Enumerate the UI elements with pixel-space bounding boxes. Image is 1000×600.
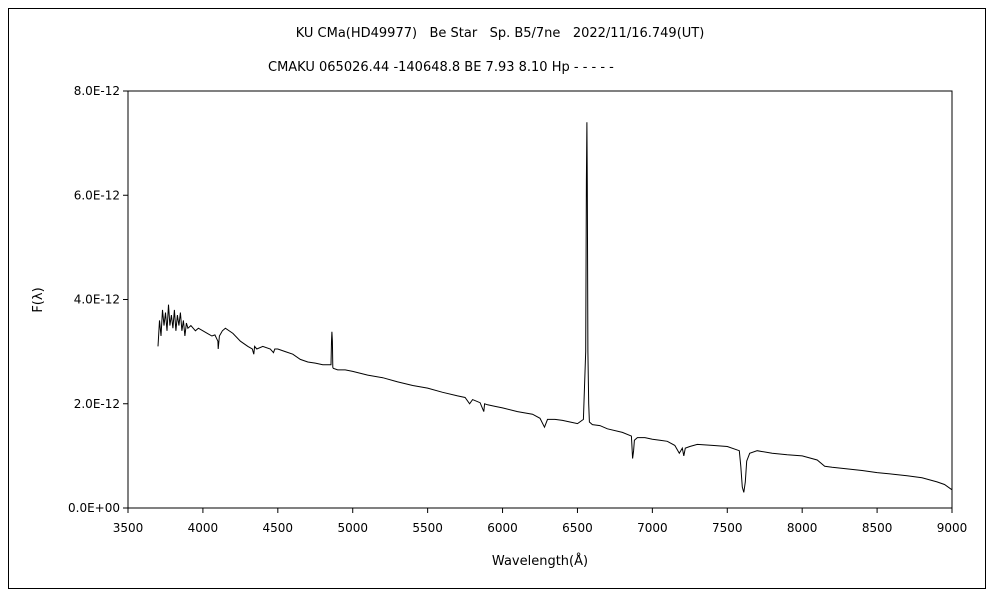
- chart-subtitle: CMAKU 065026.44 -140648.8 BE 7.93 8.10 H…: [268, 60, 614, 75]
- x-tick-label: 6000: [487, 521, 518, 535]
- x-axis-label: Wavelength(Å): [492, 553, 588, 569]
- x-tick-label: 7500: [712, 521, 743, 535]
- x-tick-label: 7000: [637, 521, 668, 535]
- spectrum-series-line: [157, 122, 953, 493]
- x-tick-label: 8000: [787, 521, 818, 535]
- plot-area: [127, 90, 953, 509]
- x-tick-label: 5000: [337, 521, 368, 535]
- x-tick-label: 4500: [263, 521, 294, 535]
- y-tick-label: 2.0E-12: [74, 397, 120, 411]
- y-axis-label: F(λ): [31, 287, 46, 312]
- y-tick-label: 6.0E-12: [74, 188, 120, 202]
- x-tick-label: 8500: [862, 521, 893, 535]
- y-tick-label: 4.0E-12: [74, 293, 120, 307]
- x-tick-label: 6500: [562, 521, 593, 535]
- chart-frame: [8, 8, 986, 589]
- y-axis-ticks: 0.0E+00 2.0E-12 4.0E-12 6.0E-12 8.0E-12: [68, 84, 128, 515]
- x-tick-label: 4000: [188, 521, 219, 535]
- x-tick-label: 5500: [412, 521, 443, 535]
- x-axis-ticks: 3500 4000 4500 5000 5500 6000 6500 7000 7500 8000…: [113, 508, 968, 535]
- y-tick-label: 0.0E+00: [68, 501, 120, 515]
- x-tick-label: 3500: [113, 521, 144, 535]
- x-tick-label: 9000: [937, 521, 968, 535]
- chart-title: KU CMa(HD49977) Be Star Sp. B5/7ne 2022/…: [295, 26, 705, 41]
- y-tick-label: 8.0E-12: [74, 84, 120, 98]
